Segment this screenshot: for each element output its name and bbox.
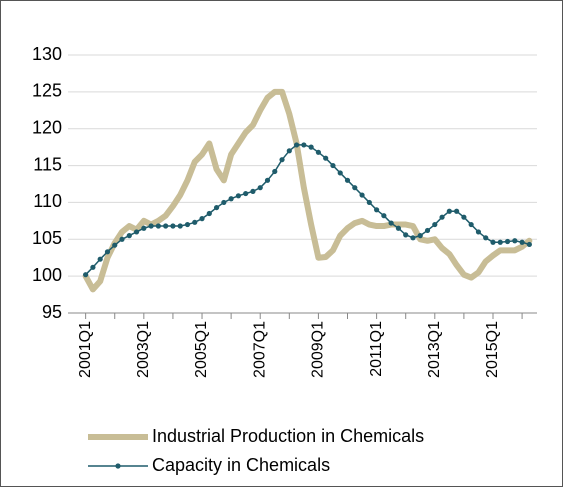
series-dot [184,221,191,228]
series-dot [213,204,220,211]
series-dot [352,185,358,191]
series-dot [301,142,307,148]
series-dot [257,185,263,191]
y-tick-label: 125 [32,81,62,101]
series-dot [293,142,300,148]
x-tick-label: 2013Q1 [426,321,443,378]
legend-label: Capacity in Chemicals [152,455,330,475]
y-tick-label: 130 [32,44,62,64]
series-dot [104,249,111,255]
series-dot [519,239,525,245]
series-dot [279,157,285,163]
series-dot [330,162,336,169]
series-dot [395,225,402,231]
series-dot [221,199,227,206]
x-tick-label: 2011Q1 [368,321,385,377]
series-dot [315,149,322,155]
series-dot [83,272,89,278]
series-dot [468,221,474,228]
series-dot [119,236,125,242]
y-tick-label: 110 [33,191,62,211]
series-dot [359,192,365,198]
y-tick-label: 120 [32,117,62,137]
series-dot [126,233,132,239]
series-dot [366,199,372,206]
series-dot [235,193,241,199]
x-tick-label: 2003Q1 [135,321,152,378]
series-dot [344,177,351,183]
series-dot [170,223,176,229]
legend-dot [115,463,121,469]
series-line [82,88,533,293]
series-dot [439,214,445,220]
x-tick-label: 2005Q1 [193,321,210,378]
series-dot [272,168,278,175]
series-dot [141,225,147,231]
series-dot [504,238,511,245]
series-dot [490,239,496,245]
series-dot [177,223,183,229]
series-dot [133,229,140,235]
series-dot [526,241,532,248]
series-dot [417,233,423,239]
series-dot [148,223,154,229]
series-dot [243,190,249,197]
series-dot [199,216,205,222]
series-dot [90,264,96,270]
series-dot [410,235,416,241]
series-dot [206,210,212,217]
series-dot [381,213,387,219]
series-dot [374,207,380,213]
legend-label: Industrial Production in Chemicals [152,426,424,446]
series-dot [286,148,292,154]
series-dot [424,227,431,234]
x-tick-label: 2001Q1 [77,321,94,378]
series-dot [228,196,234,202]
series-dot [475,229,482,235]
series-dot [446,208,452,214]
x-tick-label: 2009Q1 [310,321,327,378]
series-dot [323,155,329,161]
series-dot [192,219,198,225]
series-dot [497,239,503,245]
x-tick-label: 2015Q1 [484,321,501,378]
y-tick-label: 100 [32,265,62,285]
series-dot [512,238,518,244]
series-dot [337,170,343,176]
series-dot [432,221,438,228]
y-tick-label: 115 [33,154,62,174]
series-dot [308,144,314,150]
series-dot [163,223,169,229]
series-dot [461,214,467,220]
series-dot [388,220,394,226]
series-dot [403,232,409,238]
series-dot [454,208,460,214]
x-tick-label: 2007Q1 [251,321,268,378]
series-dot [155,223,161,229]
series-dot [250,188,256,194]
y-tick-label: 105 [32,228,62,248]
series-dot [112,242,118,248]
series-dot [97,256,103,262]
series-dot [264,177,271,183]
series-dot [483,235,489,241]
y-tick-label: 95 [42,302,62,322]
